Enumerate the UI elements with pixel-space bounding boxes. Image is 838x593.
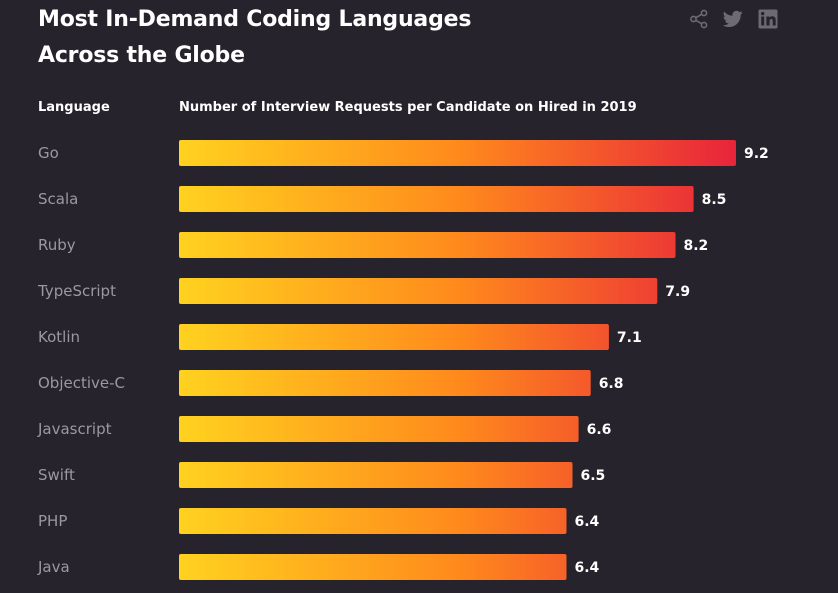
twitter-share-button[interactable] xyxy=(722,8,744,30)
bar xyxy=(179,508,567,534)
chart-title: Most In-Demand Coding Languages Across t… xyxy=(38,2,558,74)
category-label: Ruby xyxy=(38,236,76,254)
category-label: Javascript xyxy=(37,420,112,438)
bar xyxy=(179,278,658,304)
value-label: 6.8 xyxy=(599,376,624,392)
category-label: Scala xyxy=(38,190,78,208)
category-label: PHP xyxy=(38,512,67,530)
linkedin-share-button[interactable] xyxy=(757,8,779,30)
chart-title-line-1: Most In-Demand Coding Languages xyxy=(38,7,472,32)
category-label: Swift xyxy=(38,466,75,484)
bar xyxy=(179,324,609,350)
share-button[interactable] xyxy=(688,8,710,30)
bar xyxy=(179,232,676,258)
category-label: Objective-C xyxy=(38,374,125,392)
metric-column-header: Number of Interview Requests per Candida… xyxy=(179,100,637,115)
bar xyxy=(179,416,579,442)
category-label: Kotlin xyxy=(38,328,80,346)
linkedin-icon xyxy=(758,9,778,29)
value-label: 6.5 xyxy=(581,468,606,484)
bar xyxy=(179,554,567,580)
twitter-icon xyxy=(723,10,743,28)
chart-title-line-2: Across the Globe xyxy=(38,43,245,68)
bar xyxy=(179,186,694,212)
value-label: 8.5 xyxy=(702,192,727,208)
value-label: 7.1 xyxy=(617,330,642,346)
value-label: 9.2 xyxy=(744,146,769,162)
language-column-header: Language xyxy=(38,100,110,115)
share-icon xyxy=(690,9,708,29)
category-label: Go xyxy=(38,144,59,162)
value-label: 6.4 xyxy=(575,560,600,576)
bar xyxy=(179,370,591,396)
value-label: 6.6 xyxy=(587,422,612,438)
value-label: 7.9 xyxy=(665,284,690,300)
category-label: TypeScript xyxy=(37,282,116,300)
bar xyxy=(179,140,736,166)
value-label: 8.2 xyxy=(684,238,709,254)
value-label: 6.4 xyxy=(575,514,600,530)
category-label: Java xyxy=(37,558,70,576)
bar xyxy=(179,462,573,488)
